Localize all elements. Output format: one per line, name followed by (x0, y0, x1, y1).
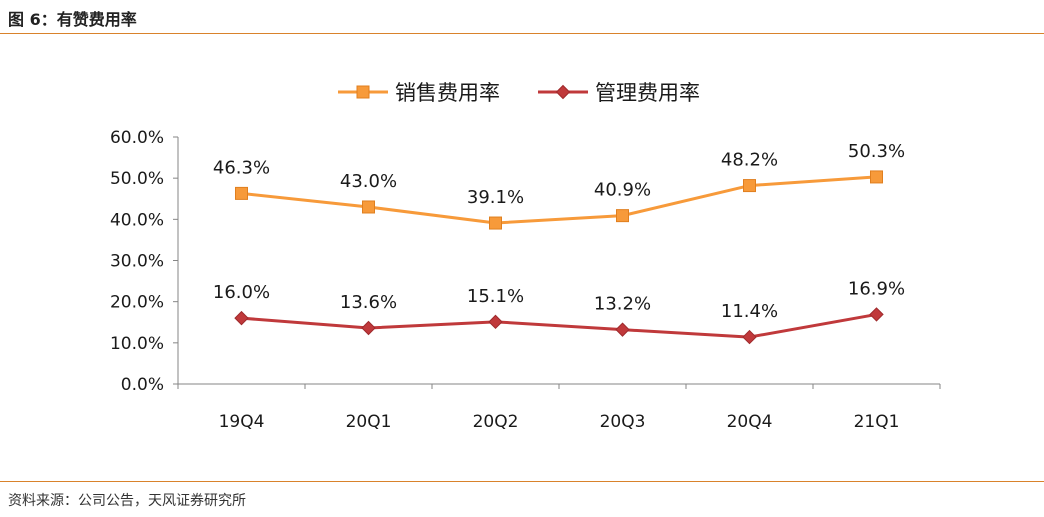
data-label: 13.2% (594, 294, 651, 315)
legend-label-1: 销售费用率 (395, 81, 500, 105)
data-point-marker (869, 307, 884, 322)
data-point-marker (742, 329, 757, 345)
data-point-marker (488, 314, 503, 330)
data-point-marker (362, 200, 375, 214)
legend-marker-square (356, 85, 370, 99)
data-point-marker (743, 179, 756, 193)
data-label: 11.4% (721, 301, 778, 322)
chart-legend: 销售费用率 管理费用率 (338, 81, 700, 105)
data-label: 16.9% (848, 278, 905, 299)
series-line-2 (241, 312, 877, 339)
figure-title: 图 6：有赞费用率 (8, 10, 137, 29)
x-tick-label: 20Q2 (473, 412, 519, 432)
x-tick-label: 20Q1 (346, 412, 392, 432)
data-label: 43.0% (340, 171, 397, 192)
y-tick-label: 40.0% (110, 210, 164, 230)
chart-series: 46.3% 43.0% 39.1% 40.9% 48.2% 50.3% 16.0% 13.6%… (213, 141, 905, 345)
data-point-marker (361, 320, 376, 336)
chart-axes: 0.0% 10.0% 20.0% 30.0% 40.0% 50.0% 60.0% 19Q4 20… (110, 128, 941, 432)
y-tick-label: 60.0% (110, 128, 164, 148)
legend-marker-diamond (555, 84, 571, 100)
x-tick-label: 21Q1 (854, 412, 900, 432)
data-point-marker (235, 186, 248, 200)
data-label: 39.1% (467, 187, 524, 208)
x-tick-label: 20Q3 (600, 412, 646, 432)
y-tick-label: 50.0% (110, 169, 164, 189)
data-label: 40.9% (594, 180, 651, 201)
data-label: 16.0% (213, 282, 270, 303)
series-line-1 (241, 175, 877, 225)
y-tick-label: 20.0% (110, 293, 164, 313)
legend-label-2: 管理费用率 (595, 81, 700, 105)
data-label: 48.2% (721, 150, 778, 171)
y-tick-label: 30.0% (110, 252, 164, 272)
data-point-marker (870, 170, 883, 184)
bottom-divider (0, 481, 1044, 482)
data-point-marker (489, 216, 502, 230)
data-label: 13.6% (340, 292, 397, 313)
data-label: 46.3% (213, 157, 270, 178)
x-tick-label: 20Q4 (727, 412, 773, 432)
top-divider (0, 33, 1044, 34)
data-label: 50.3% (848, 141, 905, 162)
source-note: 资料来源：公司公告，天风证券研究所 (8, 493, 246, 509)
data-point-marker (616, 209, 629, 223)
data-point-marker (615, 322, 630, 337)
data-label: 15.1% (467, 286, 524, 307)
y-tick-label: 0.0% (121, 375, 164, 395)
data-point-marker (234, 310, 249, 326)
y-tick-label: 10.0% (110, 334, 164, 354)
x-tick-label: 19Q4 (219, 412, 265, 432)
